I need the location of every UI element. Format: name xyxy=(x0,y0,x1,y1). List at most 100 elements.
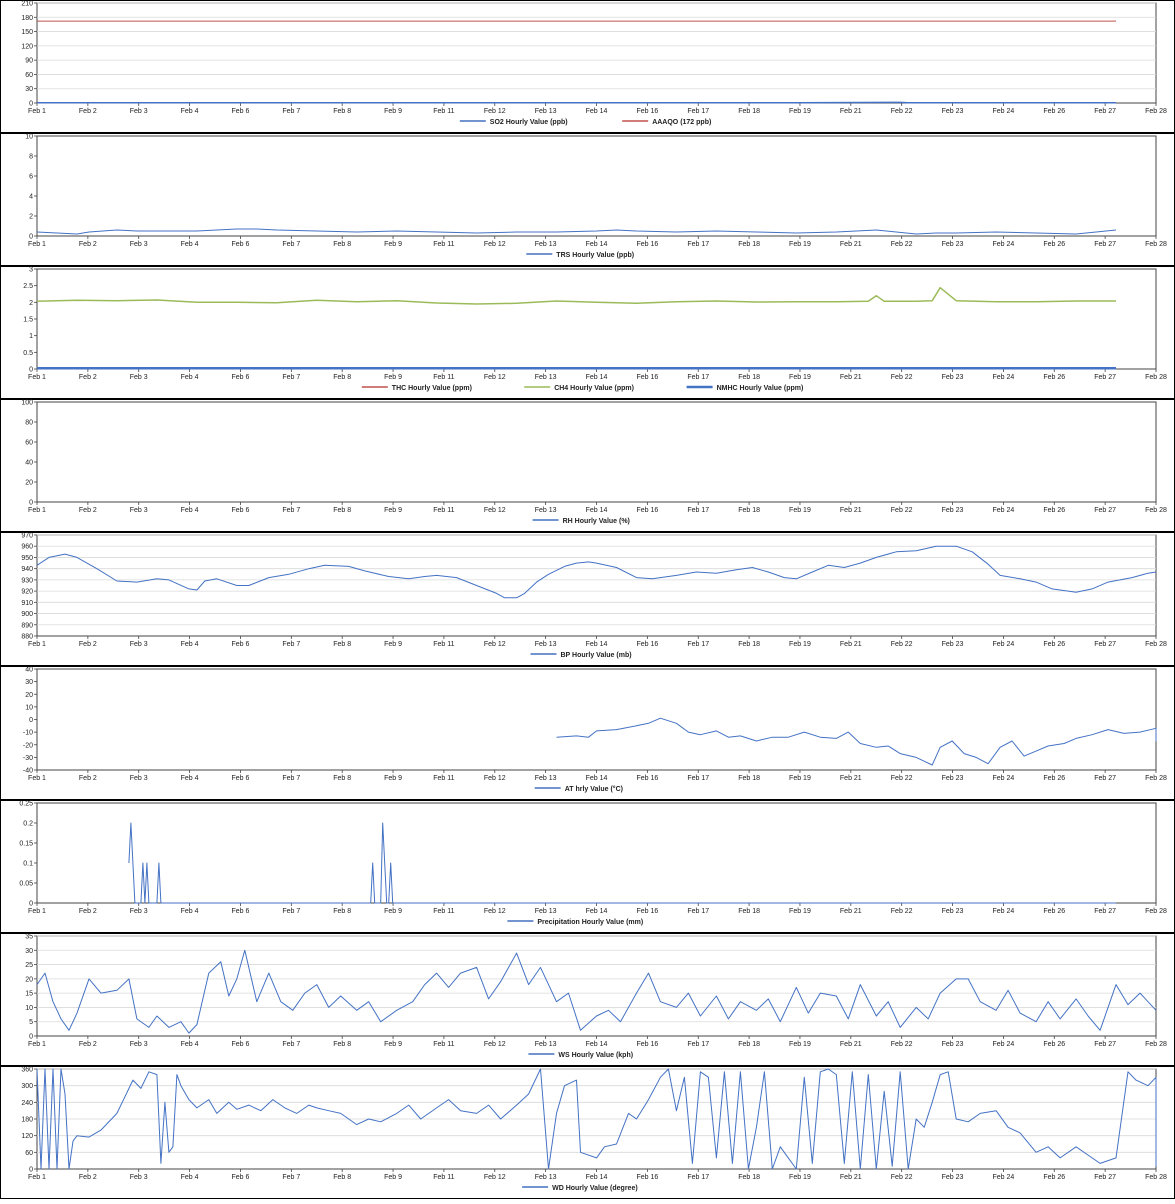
x-tick-label: Feb 28 xyxy=(1145,641,1167,648)
x-tick-label: Feb 2 xyxy=(79,108,97,115)
x-tick-label: Feb 24 xyxy=(993,374,1015,381)
y-tick-label: 1.5 xyxy=(23,317,33,324)
x-tick-label: Feb 8 xyxy=(333,1041,351,1048)
chart-1: 0 30 60 90 120 150 180 210 Feb 1 Feb 2 Feb 3 Feb 4 F… xyxy=(0,0,1175,133)
x-tick-label: Feb 19 xyxy=(789,241,811,248)
x-tick-label: Feb 27 xyxy=(1094,241,1116,248)
chart-frame xyxy=(0,133,1175,266)
legend-label: CH4 Hourly Value (ppm) xyxy=(554,385,634,392)
legend-label: Precipitation Hourly Value (mm) xyxy=(537,919,643,926)
x-tick-label: Feb 19 xyxy=(789,1041,811,1048)
y-tick-label: 0.15 xyxy=(19,841,33,848)
x-tick-label: Feb 9 xyxy=(384,108,402,115)
x-tick-label: Feb 3 xyxy=(130,1041,148,1048)
x-tick-label: Feb 1 xyxy=(28,507,46,514)
x-tick-label: Feb 7 xyxy=(282,1041,300,1048)
x-tick-label: Feb 21 xyxy=(840,908,862,915)
x-tick-label: Feb 19 xyxy=(789,507,811,514)
x-tick-label: Feb 16 xyxy=(636,1174,658,1181)
x-tick-label: Feb 26 xyxy=(1043,908,1065,915)
x-tick-label: Feb 11 xyxy=(433,241,454,248)
x-tick-label: Feb 24 xyxy=(993,241,1015,248)
x-tick-label: Feb 17 xyxy=(687,908,709,915)
x-tick-label: Feb 22 xyxy=(891,507,913,514)
x-tick-label: Feb 27 xyxy=(1094,775,1116,782)
x-tick-label: Feb 8 xyxy=(333,641,351,648)
x-tick-label: Feb 16 xyxy=(636,507,658,514)
x-tick-label: Feb 2 xyxy=(79,507,97,514)
chart-frame xyxy=(0,399,1175,532)
chart-8: 0 5 10 15 20 25 30 35 Feb 1 Feb 2 Feb 3 Feb 4 Feb 6 F… xyxy=(0,933,1175,1066)
y-tick-label: 0 xyxy=(29,1167,33,1174)
x-tick-label: Feb 18 xyxy=(738,908,760,915)
x-tick-label: Feb 26 xyxy=(1043,641,1065,648)
x-tick-label: Feb 17 xyxy=(687,1174,709,1181)
x-tick-label: Feb 3 xyxy=(130,775,148,782)
y-tick-label: 15 xyxy=(25,991,33,998)
y-tick-label: 180 xyxy=(21,1117,33,1124)
x-tick-label: Feb 3 xyxy=(130,908,148,915)
x-tick-label: Feb 18 xyxy=(738,775,760,782)
x-tick-label: Feb 12 xyxy=(484,507,506,514)
x-tick-label: Feb 28 xyxy=(1145,241,1167,248)
y-tick-label: 30 xyxy=(25,679,33,686)
y-tick-label: 1 xyxy=(29,333,33,340)
x-tick-label: Feb 7 xyxy=(282,507,300,514)
x-tick-label: Feb 2 xyxy=(79,641,97,648)
x-tick-label: Feb 12 xyxy=(484,108,506,115)
x-tick-label: Feb 23 xyxy=(942,108,964,115)
y-tick-label: 0 xyxy=(29,500,33,507)
y-tick-label: 0 xyxy=(29,1034,33,1041)
y-tick-label: -40 xyxy=(23,768,33,775)
y-tick-label: 120 xyxy=(21,1133,33,1140)
x-tick-label: Feb 3 xyxy=(130,374,148,381)
legend-label: BP Hourly Value (mb) xyxy=(561,652,632,659)
x-tick-label: Feb 19 xyxy=(789,1174,811,1181)
chart-frame xyxy=(0,800,1175,933)
x-tick-label: Feb 4 xyxy=(181,241,199,248)
y-tick-label: 25 xyxy=(25,962,33,969)
x-tick-label: Feb 1 xyxy=(28,108,46,115)
x-tick-label: Feb 17 xyxy=(687,241,709,248)
y-tick-label: 880 xyxy=(21,634,33,641)
x-tick-label: Feb 18 xyxy=(738,507,760,514)
x-tick-label: Feb 4 xyxy=(181,374,199,381)
x-tick-label: Feb 23 xyxy=(942,241,964,248)
x-tick-label: Feb 1 xyxy=(28,641,46,648)
x-tick-label: Feb 9 xyxy=(384,374,402,381)
x-tick-label: Feb 13 xyxy=(535,908,557,915)
x-tick-label: Feb 11 xyxy=(433,1041,454,1048)
legend-label: AT hrly Value (°C) xyxy=(565,785,623,793)
y-tick-label: 40 xyxy=(25,667,33,674)
x-tick-label: Feb 13 xyxy=(535,108,557,115)
x-tick-label: Feb 12 xyxy=(484,1174,506,1181)
x-tick-label: Feb 26 xyxy=(1043,241,1065,248)
x-tick-label: Feb 1 xyxy=(28,241,46,248)
y-tick-label: 0 xyxy=(29,234,33,241)
chart-3: 0 0.5 1 1.5 2 2.5 3 Feb 1 Feb 2 Feb 3 Feb 4 Feb 6 Fe… xyxy=(0,266,1175,399)
x-tick-label: Feb 24 xyxy=(993,1174,1015,1181)
x-tick-label: Feb 7 xyxy=(282,641,300,648)
series-line xyxy=(556,717,1157,766)
x-tick-label: Feb 14 xyxy=(586,108,608,115)
chart-frame xyxy=(0,1066,1175,1199)
y-tick-label: 80 xyxy=(25,420,33,427)
x-tick-label: Feb 16 xyxy=(636,374,658,381)
x-tick-label: Feb 28 xyxy=(1145,374,1167,381)
x-tick-label: Feb 6 xyxy=(232,241,250,248)
x-tick-label: Feb 6 xyxy=(232,775,250,782)
series-line xyxy=(36,228,1117,235)
x-tick-label: Feb 14 xyxy=(586,374,608,381)
x-tick-label: Feb 4 xyxy=(181,1041,199,1048)
legend-label: WS Hourly Value (kph) xyxy=(558,1052,633,1059)
series-line xyxy=(36,949,1157,1034)
y-tick-label: 210 xyxy=(21,1,33,8)
chart-6: -40 -30 -20 -10 0 10 20 30 40 Feb 1 Feb 2 Feb 3 Feb … xyxy=(0,666,1175,800)
x-tick-label: Feb 14 xyxy=(586,775,608,782)
x-tick-label: Feb 22 xyxy=(891,908,913,915)
x-tick-label: Feb 4 xyxy=(181,908,199,915)
x-tick-label: Feb 26 xyxy=(1043,1041,1065,1048)
x-tick-label: Feb 18 xyxy=(738,1174,760,1181)
legend-label: TRS Hourly Value (ppb) xyxy=(556,252,634,259)
